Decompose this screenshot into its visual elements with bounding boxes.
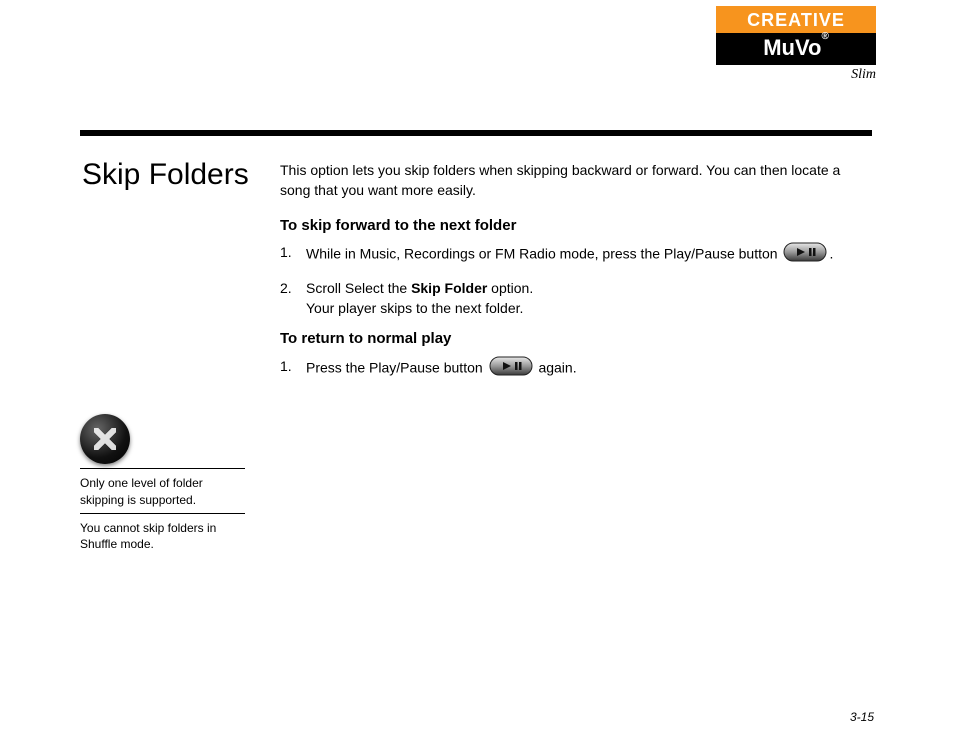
step-1: While in Music, Recordings or FM Radio m… [280, 242, 872, 267]
return-steps: Press the Play/Pause button [280, 356, 872, 381]
return-title: To return to normal play [280, 328, 872, 350]
product-subline: Slim [716, 65, 876, 83]
note-rule-top [80, 468, 245, 469]
page-number: 3-15 [850, 710, 874, 724]
step-2-pre: Scroll Select the [306, 280, 411, 296]
registered-mark: ® [821, 31, 828, 42]
step-1-text: While in Music, Recordings or FM Radio m… [306, 246, 778, 262]
brand-text: CREATIVE [747, 10, 845, 30]
intro-paragraph: This option lets you skip folders when s… [280, 160, 872, 201]
product-name: MuVo® [716, 33, 876, 65]
play-pause-icon [783, 242, 827, 267]
skip-forward-title: To skip forward to the next folder [280, 215, 872, 237]
note-icon [80, 414, 130, 464]
note-line-1: Only one level of folder skipping is sup… [80, 475, 250, 509]
step-2-line2: Your player skips to the next folder. [306, 300, 523, 316]
body-column: This option lets you skip folders when s… [280, 160, 872, 391]
note-box: Only one level of folder skipping is sup… [80, 414, 250, 553]
return-step-1: Press the Play/Pause button [280, 356, 872, 381]
brand-name: CREATIVE [716, 6, 876, 33]
horizontal-rule [80, 130, 872, 136]
step-2-post: option. [487, 280, 533, 296]
return-step-post: again. [538, 359, 576, 375]
note-line-2: You cannot skip folders in Shuffle mode. [80, 520, 250, 554]
return-step-pre: Press the Play/Pause button [306, 359, 487, 375]
skip-forward-steps: While in Music, Recordings or FM Radio m… [280, 242, 872, 318]
section-heading: Skip Folders [82, 158, 249, 192]
brand-logo: CREATIVE MuVo® Slim [716, 6, 876, 83]
step-2: Scroll Select the Skip Folder option. Yo… [280, 278, 872, 319]
note-rule-bottom [80, 513, 245, 514]
product-text: MuVo [763, 35, 821, 60]
step-1-post: . [829, 246, 833, 262]
step-2-bold: Skip Folder [411, 280, 487, 296]
play-pause-icon [489, 356, 533, 381]
